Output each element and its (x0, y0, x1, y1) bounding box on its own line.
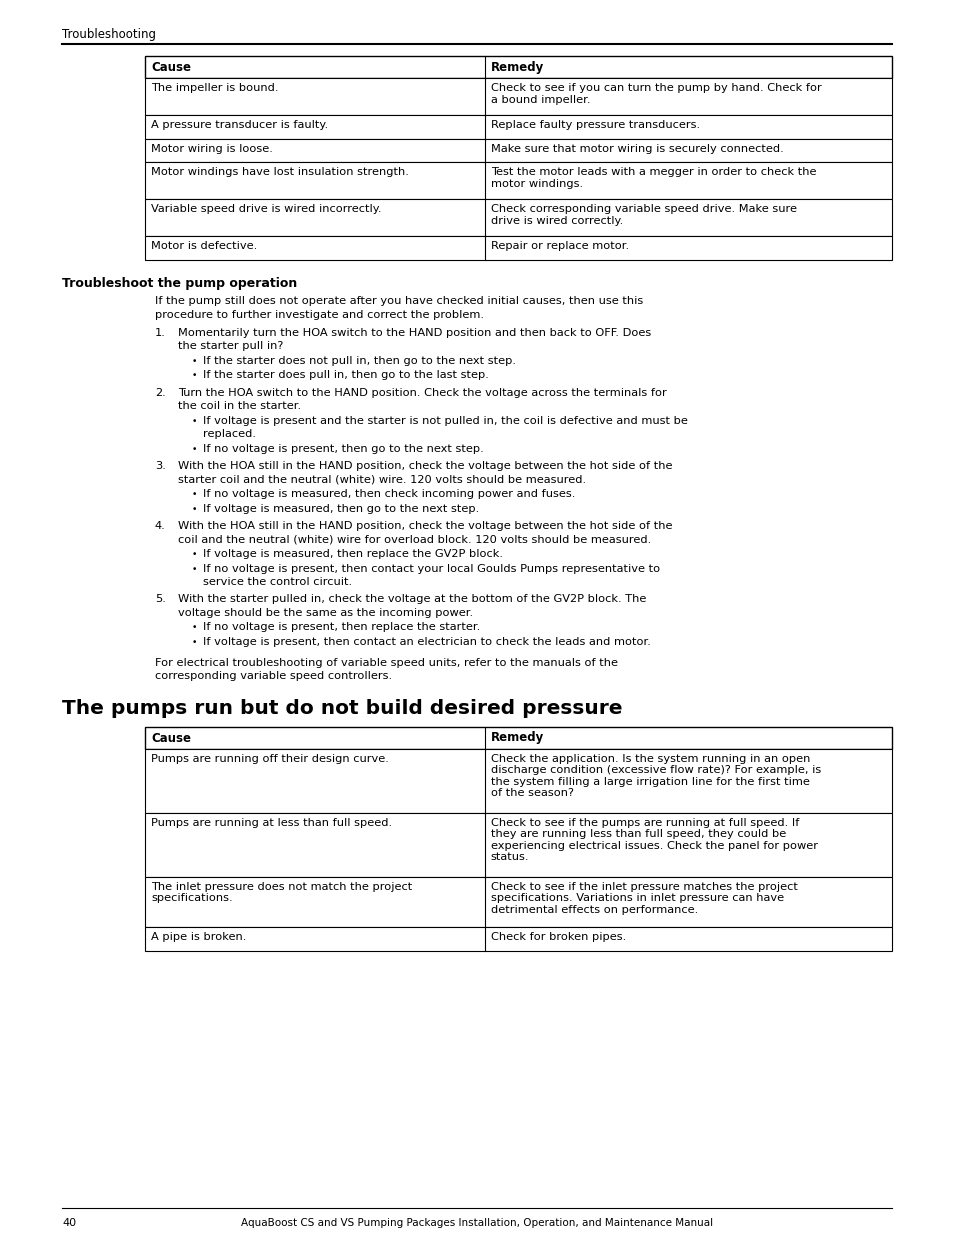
Text: Remedy: Remedy (491, 731, 543, 745)
Text: The impeller is bound.: The impeller is bound. (151, 83, 278, 93)
Text: Momentarily turn the HOA switch to the HAND position and then back to OFF. Does: Momentarily turn the HOA switch to the H… (178, 327, 651, 337)
Bar (145, 726, 891, 748)
Bar (145, 138, 891, 162)
Text: Repair or replace motor.: Repair or replace motor. (491, 241, 628, 251)
Bar (145, 78, 891, 115)
Bar (145, 877, 891, 927)
Text: If the starter does pull in, then go to the last step.: If the starter does pull in, then go to … (203, 370, 488, 380)
Text: •: • (192, 550, 197, 559)
Text: Turn the HOA switch to the HAND position. Check the voltage across the terminals: Turn the HOA switch to the HAND position… (178, 388, 666, 398)
Text: •: • (192, 357, 197, 366)
Text: •: • (192, 638, 197, 647)
Text: Check for broken pipes.: Check for broken pipes. (491, 932, 625, 942)
Text: •: • (192, 564, 197, 573)
Text: If voltage is present and the starter is not pulled in, the coil is defective an: If voltage is present and the starter is… (203, 415, 687, 426)
Text: Test the motor leads with a megger in order to check the
motor windings.: Test the motor leads with a megger in or… (491, 167, 816, 189)
Text: Troubleshoot the pump operation: Troubleshoot the pump operation (62, 278, 297, 290)
Text: The inlet pressure does not match the project
specifications.: The inlet pressure does not match the pr… (151, 882, 412, 903)
Text: A pressure transducer is faulty.: A pressure transducer is faulty. (151, 120, 328, 130)
Bar (145, 236, 891, 259)
Text: 5.: 5. (154, 594, 166, 604)
Text: starter coil and the neutral (white) wire. 120 volts should be measured.: starter coil and the neutral (white) wir… (178, 474, 585, 484)
Text: Pumps are running off their design curve.: Pumps are running off their design curve… (151, 753, 389, 763)
Text: Check to see if you can turn the pump by hand. Check for
a bound impeller.: Check to see if you can turn the pump by… (491, 83, 821, 105)
Bar (145, 748, 891, 813)
Text: Check corresponding variable speed drive. Make sure
drive is wired correctly.: Check corresponding variable speed drive… (491, 204, 796, 226)
Text: procedure to further investigate and correct the problem.: procedure to further investigate and cor… (154, 310, 483, 320)
Text: service the control circuit.: service the control circuit. (203, 577, 352, 587)
Text: If voltage is measured, then go to the next step.: If voltage is measured, then go to the n… (203, 504, 478, 514)
Text: corresponding variable speed controllers.: corresponding variable speed controllers… (154, 671, 392, 680)
Text: Check to see if the pumps are running at full speed. If
they are running less th: Check to see if the pumps are running at… (491, 818, 817, 862)
Text: The pumps run but do not build desired pressure: The pumps run but do not build desired p… (62, 699, 622, 718)
Text: •: • (192, 445, 197, 453)
Text: Motor windings have lost insulation strength.: Motor windings have lost insulation stre… (151, 167, 409, 177)
Text: If voltage is measured, then replace the GV2P block.: If voltage is measured, then replace the… (203, 550, 502, 559)
Text: If no voltage is measured, then check incoming power and fuses.: If no voltage is measured, then check in… (203, 489, 575, 499)
Text: For electrical troubleshooting of variable speed units, refer to the manuals of : For electrical troubleshooting of variab… (154, 657, 618, 667)
Text: Variable speed drive is wired incorrectly.: Variable speed drive is wired incorrectl… (151, 204, 381, 214)
Text: If the pump still does not operate after you have checked initial causes, then u: If the pump still does not operate after… (154, 296, 642, 306)
Text: 1.: 1. (154, 327, 166, 337)
Text: Check the application. Is the system running in an open
discharge condition (exc: Check the application. Is the system run… (491, 753, 821, 798)
Bar (145, 927, 891, 951)
Text: coil and the neutral (white) wire for overload block. 120 volts should be measur: coil and the neutral (white) wire for ov… (178, 535, 651, 545)
Text: If no voltage is present, then replace the starter.: If no voltage is present, then replace t… (203, 622, 479, 632)
Text: AquaBoost CS and VS Pumping Packages Installation, Operation, and Maintenance Ma: AquaBoost CS and VS Pumping Packages Ins… (241, 1218, 712, 1228)
Text: •: • (192, 624, 197, 632)
Text: Cause: Cause (151, 61, 191, 74)
Text: With the starter pulled in, check the voltage at the bottom of the GV2P block. T: With the starter pulled in, check the vo… (178, 594, 646, 604)
Text: A pipe is broken.: A pipe is broken. (151, 932, 246, 942)
Text: Troubleshooting: Troubleshooting (62, 28, 156, 41)
Text: 2.: 2. (154, 388, 166, 398)
Text: 3.: 3. (154, 461, 166, 471)
Text: replaced.: replaced. (203, 429, 255, 438)
Text: If the starter does not pull in, then go to the next step.: If the starter does not pull in, then go… (203, 356, 516, 366)
Text: With the HOA still in the HAND position, check the voltage between the hot side : With the HOA still in the HAND position,… (178, 461, 672, 471)
Text: 40: 40 (62, 1218, 76, 1228)
Bar (145, 115, 891, 138)
Text: •: • (192, 416, 197, 426)
Text: 4.: 4. (154, 521, 166, 531)
Bar (145, 199, 891, 236)
Text: Replace faulty pressure transducers.: Replace faulty pressure transducers. (491, 120, 700, 130)
Bar (145, 162, 891, 199)
Text: the coil in the starter.: the coil in the starter. (178, 401, 301, 411)
Text: Motor wiring is loose.: Motor wiring is loose. (151, 143, 273, 153)
Text: With the HOA still in the HAND position, check the voltage between the hot side : With the HOA still in the HAND position,… (178, 521, 672, 531)
Text: •: • (192, 505, 197, 514)
Text: the starter pull in?: the starter pull in? (178, 341, 283, 351)
Text: Pumps are running at less than full speed.: Pumps are running at less than full spee… (151, 818, 392, 827)
Bar (145, 813, 891, 877)
Text: •: • (192, 490, 197, 499)
Text: Make sure that motor wiring is securely connected.: Make sure that motor wiring is securely … (491, 143, 782, 153)
Text: If no voltage is present, then go to the next step.: If no voltage is present, then go to the… (203, 443, 483, 453)
Text: If no voltage is present, then contact your local Goulds Pumps representative to: If no voltage is present, then contact y… (203, 563, 659, 573)
Text: Cause: Cause (151, 731, 191, 745)
Text: Check to see if the inlet pressure matches the project
specifications. Variation: Check to see if the inlet pressure match… (491, 882, 797, 915)
Text: Remedy: Remedy (491, 61, 543, 74)
Bar (145, 56, 891, 78)
Text: Motor is defective.: Motor is defective. (151, 241, 257, 251)
Text: If voltage is present, then contact an electrician to check the leads and motor.: If voltage is present, then contact an e… (203, 637, 650, 647)
Text: •: • (192, 370, 197, 380)
Text: voltage should be the same as the incoming power.: voltage should be the same as the incomi… (178, 608, 473, 618)
